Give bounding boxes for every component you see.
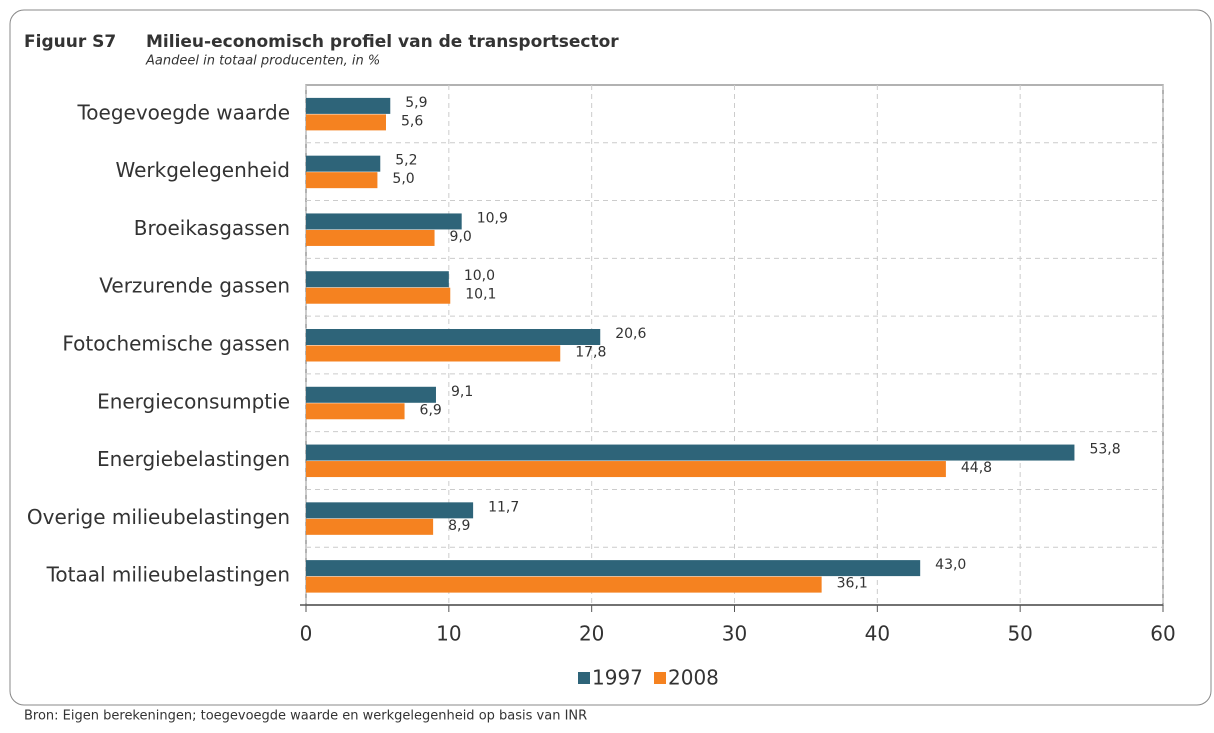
bar <box>306 155 381 172</box>
bar <box>306 213 462 230</box>
bar <box>306 518 434 535</box>
y-tick-label: Energieconsumptie <box>97 389 290 413</box>
x-tick-label: 60 <box>1150 622 1175 646</box>
bar <box>306 461 946 478</box>
value-label: 20,6 <box>615 326 646 342</box>
y-tick-label: Werkgelegenheid <box>116 158 290 182</box>
value-label: 6,9 <box>420 402 442 418</box>
bar <box>306 229 435 246</box>
legend-swatch <box>578 672 590 684</box>
x-tick-label: 50 <box>1007 622 1032 646</box>
value-label: 5,0 <box>392 171 414 187</box>
y-tick-label: Broeikasgassen <box>134 216 290 240</box>
y-tick-label: Overige milieubelastingen <box>27 505 290 529</box>
bar <box>306 345 561 362</box>
value-label: 10,1 <box>465 287 496 303</box>
bar <box>306 444 1075 461</box>
x-tick-label: 40 <box>865 622 890 646</box>
value-label: 9,0 <box>450 229 472 245</box>
chart-subtitle: Aandeel in totaal producenten, in % <box>145 54 380 69</box>
frame <box>9 9 1212 706</box>
chart-title: Milieu-economisch profiel van de transpo… <box>146 32 619 52</box>
value-label: 5,6 <box>401 113 423 129</box>
x-tick-label: 20 <box>579 622 604 646</box>
bar <box>306 97 391 114</box>
bar <box>306 576 822 593</box>
bar <box>306 271 449 288</box>
value-label: 44,8 <box>961 460 992 476</box>
figure-label: Figuur S7 <box>24 32 116 52</box>
legend-label: 1997 <box>592 666 643 690</box>
bar <box>306 172 378 189</box>
y-tick-label: Toegevoegde waarde <box>76 100 290 124</box>
value-label: 53,8 <box>1089 442 1120 458</box>
value-label: 43,0 <box>935 557 966 573</box>
bar <box>306 560 921 577</box>
legend-label: 2008 <box>668 666 719 690</box>
x-tick-label: 30 <box>722 622 747 646</box>
x-tick-label: 10 <box>436 622 461 646</box>
y-tick-label: Verzurende gassen <box>99 274 290 298</box>
bar <box>306 329 601 345</box>
value-label: 9,1 <box>451 384 473 400</box>
x-tick-label: 0 <box>300 622 313 646</box>
legend-swatch <box>654 672 666 684</box>
y-tick-label: Energiebelastingen <box>97 447 290 471</box>
bar <box>306 403 405 420</box>
bar <box>306 114 386 131</box>
value-label: 11,7 <box>488 499 519 515</box>
value-label: 17,8 <box>575 345 606 361</box>
y-tick-label: Fotochemische gassen <box>62 332 290 356</box>
bar <box>306 502 474 519</box>
bar <box>306 386 436 403</box>
value-label: 10,0 <box>464 268 495 284</box>
bar <box>306 287 451 304</box>
value-label: 36,1 <box>837 576 868 592</box>
value-label: 10,9 <box>477 210 508 226</box>
source: Bron: Eigen berekeningen; toegevoegde wa… <box>24 709 587 724</box>
value-label: 5,9 <box>405 95 427 111</box>
value-label: 8,9 <box>448 518 470 534</box>
value-label: 5,2 <box>395 153 417 169</box>
y-tick-label: Totaal milieubelastingen <box>46 563 290 587</box>
